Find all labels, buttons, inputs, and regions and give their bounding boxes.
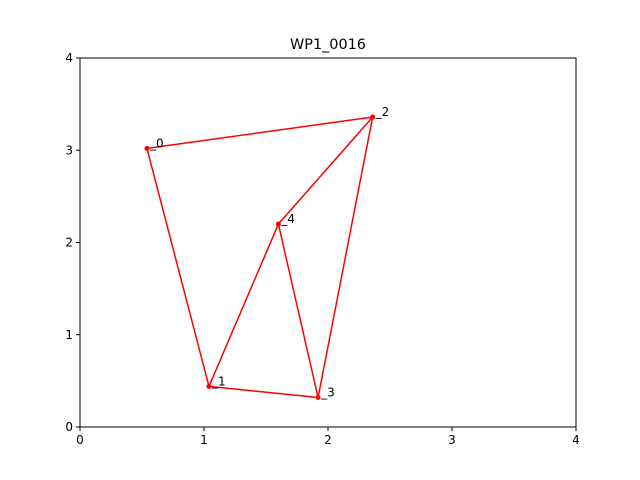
data-point [370,114,376,120]
point-label: _4 [280,212,295,226]
plot-area: _0 _1 _2 _3 _4 [144,105,389,400]
data-point [206,383,212,389]
axes-frame [79,57,577,428]
point-label: _2 [375,105,390,119]
y-tick-label: 1 [65,328,73,342]
point-label: _1 [211,374,226,388]
chart-title: WP1_0016 [290,37,366,53]
x-tick-label: 0 [76,433,84,447]
y-tick-label: 3 [65,143,73,157]
y-tick-label: 4 [65,51,73,65]
data-point [275,221,281,227]
series-line [146,116,374,399]
axis-ticks: 0 1 2 3 4 0 1 2 3 4 [65,51,579,447]
x-tick-label: 3 [448,433,456,447]
x-tick-label: 1 [200,433,208,447]
x-tick-label: 4 [572,433,580,447]
y-tick-label: 0 [65,420,73,434]
point-label: _3 [320,385,335,399]
data-point [144,145,150,151]
point-label: _0 [149,136,164,150]
data-point [315,394,321,400]
x-tick-label: 2 [324,433,332,447]
y-tick-label: 2 [65,236,73,250]
